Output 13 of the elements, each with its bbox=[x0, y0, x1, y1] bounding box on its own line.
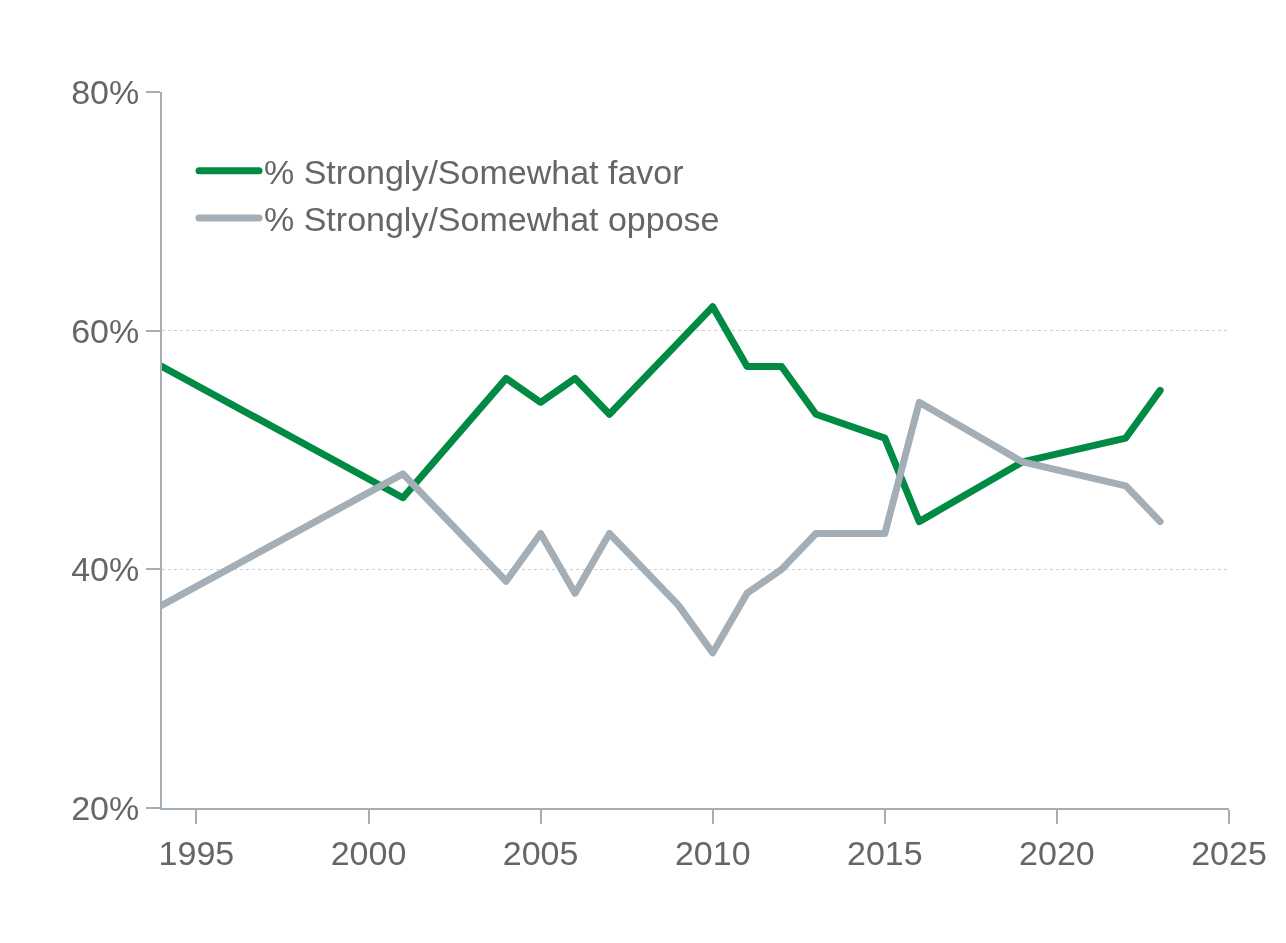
x-tick-label: 2020 bbox=[1019, 833, 1095, 872]
x-tick-label: 2025 bbox=[1191, 833, 1267, 872]
y-tick-label: 20% bbox=[71, 788, 140, 827]
legend-label: % Strongly/Somewhat oppose bbox=[264, 200, 720, 239]
x-tick-label: 2015 bbox=[846, 833, 923, 872]
x-tick-label: 1995 bbox=[158, 833, 235, 872]
y-tick-label: 40% bbox=[71, 550, 140, 589]
x-tick-label: 2010 bbox=[674, 833, 751, 872]
y-tick-label: 80% bbox=[71, 72, 140, 111]
x-tick-label: 2000 bbox=[330, 833, 407, 872]
x-tick-label: 2005 bbox=[502, 833, 579, 872]
y-tick-label: 60% bbox=[71, 311, 140, 350]
legend-label: % Strongly/Somewhat favor bbox=[264, 152, 684, 191]
